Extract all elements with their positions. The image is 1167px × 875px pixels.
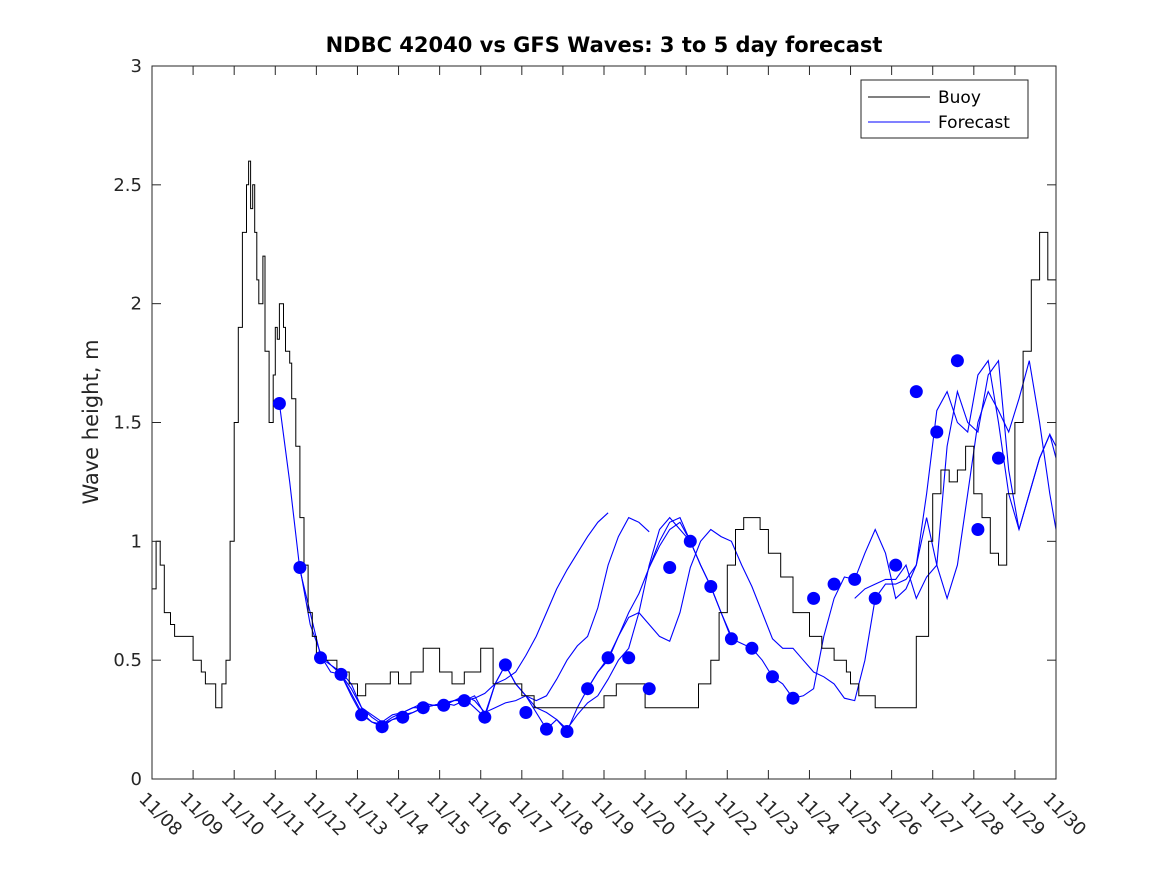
- plot-data: [152, 160, 1056, 738]
- forecast-marker: [683, 534, 697, 548]
- chart-title: NDBC 42040 vs GFS Waves: 3 to 5 day fore…: [326, 33, 883, 57]
- forecast-marker: [807, 591, 821, 605]
- forecast-marker: [827, 577, 841, 591]
- forecast-marker: [992, 451, 1005, 465]
- forecast-marker: [334, 667, 348, 681]
- forecast-marker: [396, 710, 410, 724]
- forecast-marker: [930, 425, 944, 439]
- forecast-marker: [950, 354, 964, 368]
- forecast-marker: [581, 682, 595, 696]
- forecast-marker: [293, 561, 307, 574]
- y-tick-label: 2.5: [113, 175, 142, 196]
- forecast-marker: [724, 632, 738, 646]
- forecast-marker: [601, 651, 615, 665]
- forecast-marker: [540, 722, 553, 736]
- forecast-marker: [498, 658, 512, 672]
- forecast-marker: [971, 523, 985, 536]
- forecast-marker: [314, 651, 327, 665]
- y-axis-label: Wave height, m: [79, 339, 103, 504]
- forecast-marker: [786, 691, 800, 705]
- y-tick-label: 1.5: [113, 413, 142, 434]
- forecast-marker: [622, 651, 636, 665]
- forecast-marker: [375, 720, 389, 734]
- forecast-marker: [272, 397, 286, 410]
- forecast-marker: [848, 572, 862, 586]
- forecast-marker: [766, 670, 779, 684]
- forecast-marker: [868, 591, 882, 605]
- forecast-marker: [560, 725, 574, 738]
- forecast-marker: [704, 580, 718, 593]
- y-axis: 0 0.5 1 1.5 2 2.5 3: [113, 56, 1056, 790]
- forecast-marker: [457, 694, 471, 708]
- forecast-marker: [416, 701, 430, 715]
- forecast-marker: [478, 710, 492, 724]
- y-tick-label: 3: [131, 56, 142, 77]
- y-tick-label: 2: [131, 294, 142, 315]
- forecast-marker: [663, 561, 677, 574]
- legend-forecast-label: Forecast: [938, 113, 1010, 133]
- forecast-marker: [437, 698, 451, 712]
- y-tick-label: 1: [131, 531, 142, 552]
- forecast-series-2: [299, 516, 650, 725]
- legend: Buoy Forecast: [860, 79, 1029, 139]
- forecast-marker: [889, 558, 903, 572]
- forecast-series-4: [340, 516, 732, 733]
- forecast-series-7: [854, 359, 1056, 600]
- forecast-marker: [519, 706, 533, 719]
- y-tick-label: 0.5: [113, 650, 142, 671]
- plot-area: [152, 160, 1056, 738]
- y-tick-label: 0: [131, 769, 142, 790]
- forecast-marker: [745, 641, 759, 655]
- legend-box: [860, 79, 1029, 139]
- buoy-series: [152, 160, 1056, 709]
- forecast-marker: [355, 708, 369, 722]
- forecast-marker: [642, 682, 656, 696]
- legend-buoy-label: Buoy: [938, 88, 981, 108]
- forecast-marker: [909, 385, 923, 399]
